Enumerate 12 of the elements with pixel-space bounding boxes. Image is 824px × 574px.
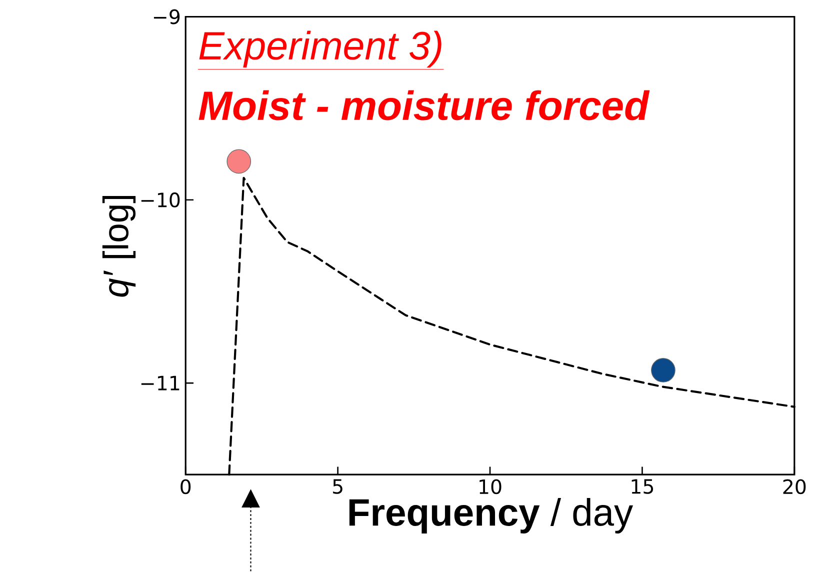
text: Moist - moisture forced [198, 90, 650, 120]
x-tick-label: 0 [180, 479, 191, 494]
y-axis-title: q′ [log] [102, 196, 136, 297]
x-tick-label: 20 [783, 479, 806, 494]
y-tick-label: −11 [141, 376, 180, 390]
x-axis-title: Frequency / day [349, 498, 634, 534]
x-tick-label: 10 [480, 479, 502, 494]
y-tick-label: −10 [141, 192, 180, 208]
x-tick-label: 5 [333, 479, 342, 494]
chart-title: Experiment 3) [199, 30, 442, 68]
y-tick-label: −9 [154, 9, 180, 24]
x-tick-label: 15 [632, 479, 654, 494]
